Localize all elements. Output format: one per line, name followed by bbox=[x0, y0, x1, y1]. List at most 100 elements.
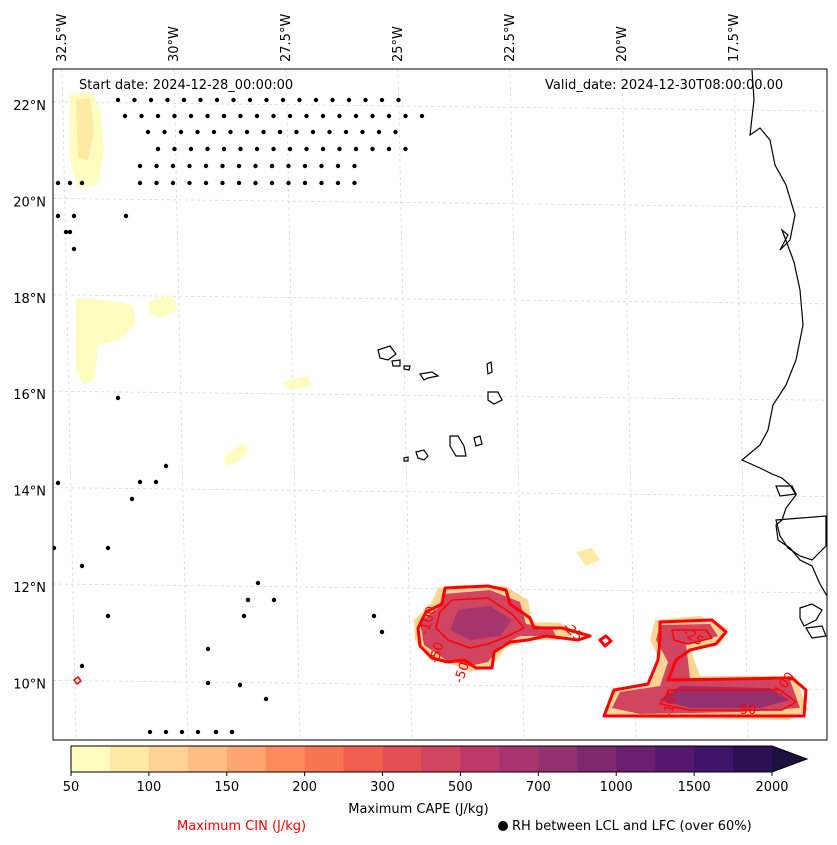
colorbar-tick-label: 200 bbox=[292, 780, 317, 795]
rh-dot bbox=[220, 180, 225, 186]
cin-legend-label: Maximum CIN (J/kg) bbox=[177, 819, 307, 834]
island-santo-antao bbox=[377, 345, 397, 361]
map-frame bbox=[52, 68, 828, 741]
cape-blob-east-inner bbox=[660, 686, 790, 708]
lat-tick-label: 20°N bbox=[13, 195, 46, 210]
rh-dot bbox=[203, 163, 209, 169]
rh-dot bbox=[337, 146, 342, 152]
rh-dot bbox=[132, 97, 137, 103]
rh-dot bbox=[211, 129, 217, 135]
rh-dot bbox=[71, 246, 77, 252]
cin-contour-east-outer bbox=[602, 618, 808, 718]
rh-dot bbox=[370, 113, 375, 119]
lon-tick-label: 20°W bbox=[615, 26, 630, 62]
contour-label: -50 bbox=[452, 660, 473, 685]
rh-dot bbox=[154, 180, 159, 186]
gridline-lon bbox=[733, 69, 749, 740]
rh-dot bbox=[236, 180, 242, 186]
rh-dot bbox=[304, 113, 309, 119]
rh-dot bbox=[360, 129, 365, 135]
rh-dot bbox=[137, 479, 143, 485]
colorbar-segment bbox=[343, 746, 384, 772]
island-sao-vicente bbox=[391, 359, 401, 367]
cin-contour-west-small bbox=[598, 634, 613, 648]
island-fogo bbox=[415, 449, 429, 461]
colorbar-tick-label: 2000 bbox=[755, 780, 788, 795]
rh-dot bbox=[172, 113, 177, 119]
rh-dot bbox=[55, 180, 61, 186]
rh-dot bbox=[123, 213, 129, 219]
colorbar-label: Maximum CAPE (J/kg) bbox=[348, 802, 489, 817]
rh-dot bbox=[287, 113, 293, 119]
gridline-lon bbox=[397, 69, 413, 740]
rh-dot bbox=[352, 163, 357, 169]
rh-dot bbox=[304, 146, 309, 152]
cin-contour-west-outer bbox=[416, 584, 592, 670]
island-sal bbox=[486, 361, 493, 375]
rh-dot bbox=[238, 146, 243, 152]
cin-contour-west-tiny bbox=[73, 676, 82, 685]
rh-dot bbox=[79, 180, 85, 186]
colorbar-segment bbox=[148, 746, 189, 772]
rh-dot bbox=[353, 146, 359, 152]
rh-dot bbox=[302, 163, 308, 169]
cape-patch-east-small bbox=[576, 548, 600, 566]
rh-dot bbox=[154, 163, 159, 169]
longitude-labels: 32.5°W 30°W 27.5°W 25°W 22.5°W 20°W 17.5°W bbox=[55, 14, 742, 62]
colorbar-segment bbox=[265, 746, 306, 772]
colorbar-tick-label: 500 bbox=[448, 780, 473, 795]
island-sao-nicolau bbox=[418, 371, 440, 381]
rh-dot bbox=[277, 129, 283, 135]
coastline-gambia bbox=[775, 485, 797, 497]
lat-tick-label: 10°N bbox=[13, 677, 46, 692]
rh-dot bbox=[376, 129, 382, 135]
rh-dot bbox=[148, 97, 154, 103]
rh-dot bbox=[403, 113, 408, 119]
rh-dot bbox=[147, 729, 153, 735]
rh-dot bbox=[302, 180, 308, 186]
colorbar-segment bbox=[421, 746, 461, 772]
colorbar-segment bbox=[226, 746, 267, 772]
rh-dot bbox=[253, 163, 258, 169]
rh-dot bbox=[228, 129, 233, 135]
rh-dot bbox=[155, 146, 161, 152]
colorbar-segment bbox=[577, 746, 617, 772]
lat-tick-label: 14°N bbox=[13, 485, 46, 500]
rh-dot bbox=[353, 113, 359, 119]
rh-dot bbox=[105, 545, 111, 551]
rh-dot bbox=[269, 180, 275, 186]
rh-dot bbox=[287, 146, 293, 152]
rh-dot bbox=[53, 545, 57, 551]
rh-dot bbox=[244, 129, 250, 135]
rh-dot bbox=[115, 97, 121, 103]
rh-dot bbox=[335, 163, 341, 169]
rh-dot bbox=[155, 113, 161, 119]
rh-dot bbox=[313, 97, 319, 103]
colorbar-outline bbox=[70, 745, 809, 773]
rh-dot bbox=[139, 113, 144, 119]
lon-tick-label: 30°W bbox=[167, 26, 182, 62]
rh-dot bbox=[386, 113, 392, 119]
rh-dot bbox=[187, 180, 192, 186]
cin-contour-east-inner bbox=[659, 689, 797, 711]
lat-tick-label: 16°N bbox=[13, 388, 46, 403]
rh-dot bbox=[370, 146, 375, 152]
rh-dot bbox=[337, 113, 342, 119]
rh-dot bbox=[403, 146, 408, 152]
rh-dot bbox=[264, 97, 269, 103]
island-santa-luzia bbox=[403, 365, 411, 371]
coastlines bbox=[377, 69, 827, 639]
colorbar-segment bbox=[694, 746, 734, 772]
rh-dot bbox=[115, 395, 121, 401]
island-boa-vista bbox=[487, 391, 503, 405]
lat-tick-label: 18°N bbox=[13, 292, 46, 307]
rh-dot bbox=[205, 146, 210, 152]
cape-blob-west-inner bbox=[450, 606, 512, 640]
rh-dot bbox=[213, 729, 219, 735]
cape-patch-south bbox=[224, 444, 250, 466]
cin-contour-east-upper bbox=[671, 629, 713, 645]
rh-dot bbox=[231, 97, 236, 103]
cin-contour-labels: -100 -50 -100 -100 -50 -25 -50 -25 bbox=[417, 605, 798, 719]
rh-dot bbox=[163, 729, 169, 735]
